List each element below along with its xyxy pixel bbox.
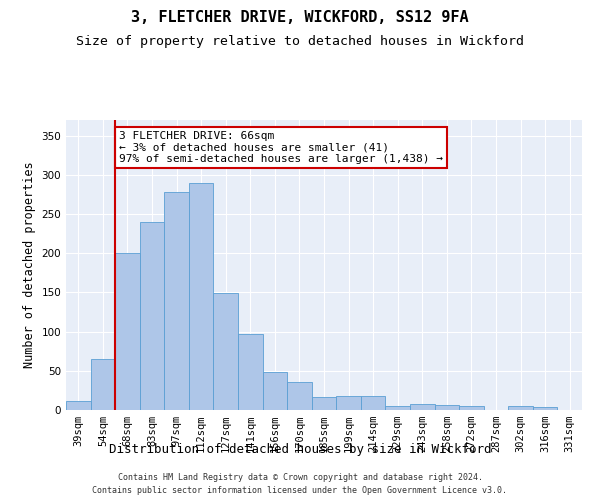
Text: Distribution of detached houses by size in Wickford: Distribution of detached houses by size … [109,444,491,456]
Bar [385,406,410,410]
Bar [410,404,434,410]
Bar [508,406,533,410]
Bar [263,372,287,410]
Bar [336,396,361,410]
Bar [434,404,459,410]
Bar [361,396,385,410]
Bar [287,382,312,410]
Bar [238,334,263,410]
Bar [115,253,140,410]
Text: 3, FLETCHER DRIVE, WICKFORD, SS12 9FA: 3, FLETCHER DRIVE, WICKFORD, SS12 9FA [131,10,469,25]
Bar [312,396,336,410]
Y-axis label: Number of detached properties: Number of detached properties [23,162,36,368]
Text: 3 FLETCHER DRIVE: 66sqm
← 3% of detached houses are smaller (41)
97% of semi-det: 3 FLETCHER DRIVE: 66sqm ← 3% of detached… [119,131,443,164]
Bar [459,406,484,410]
Bar [533,407,557,410]
Text: Size of property relative to detached houses in Wickford: Size of property relative to detached ho… [76,35,524,48]
Text: Contains public sector information licensed under the Open Government Licence v3: Contains public sector information licen… [92,486,508,495]
Bar [189,182,214,410]
Bar [91,359,115,410]
Bar [66,400,91,410]
Bar [214,293,238,410]
Text: Contains HM Land Registry data © Crown copyright and database right 2024.: Contains HM Land Registry data © Crown c… [118,474,482,482]
Bar [164,192,189,410]
Bar [140,222,164,410]
